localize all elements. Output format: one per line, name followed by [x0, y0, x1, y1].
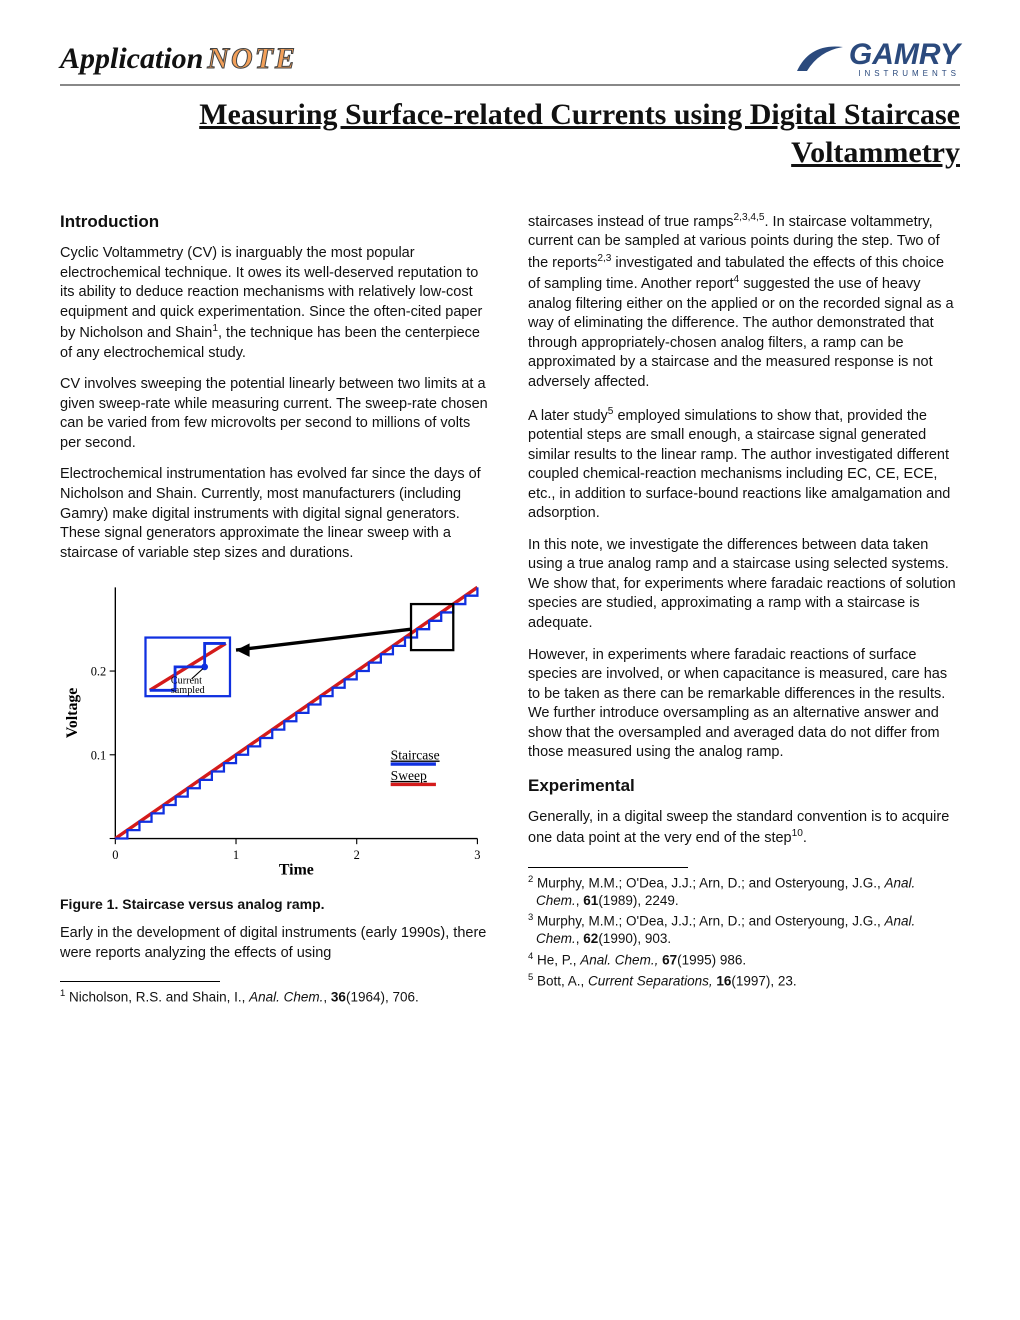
- footnote-rule-left: [60, 981, 220, 982]
- fn-ref-23: 2,3: [597, 253, 611, 264]
- svg-text:sampled: sampled: [171, 685, 205, 696]
- figure-1-chart: 01230.10.2TimeVoltageCurrentsampledSweep…: [61, 576, 491, 882]
- svg-text:1: 1: [233, 848, 239, 862]
- footnote-2: 2 Murphy, M.M.; O'Dea, J.J.; Arn, D.; an…: [528, 874, 960, 910]
- gamry-logo: GAMRY INSTRUMENTS: [795, 40, 960, 78]
- header: Application NOTE GAMRY INSTRUMENTS: [60, 40, 960, 86]
- footnote-4: 4 He, P., Anal. Chem., 67(1995) 986.: [528, 951, 960, 969]
- fn-ref-2345: 2,3,4,5: [734, 212, 765, 223]
- footnote-3: 3 Murphy, M.M.; O'Dea, J.J.; Arn, D.; an…: [528, 912, 960, 948]
- intro-heading: Introduction: [60, 211, 492, 234]
- right-column: staircases instead of true ramps2,3,4,5.…: [528, 211, 960, 1009]
- svg-text:Staircase: Staircase: [391, 748, 440, 763]
- footnote-5: 5 Bott, A., Current Separations, 16(1997…: [528, 972, 960, 990]
- col2-p3: In this note, we investigate the differe…: [528, 536, 960, 634]
- appnote-logo: Application NOTE: [60, 42, 297, 76]
- svg-text:0.2: 0.2: [91, 665, 107, 679]
- page-title: Measuring Surface-related Currents using…: [60, 96, 960, 171]
- exp-p1: Generally, in a digital sweep the standa…: [528, 808, 960, 849]
- intro-p4: Early in the development of digital inst…: [60, 924, 492, 963]
- intro-p3: Electrochemical instrumentation has evol…: [60, 465, 492, 563]
- footnote-1: 1 Nicholson, R.S. and Shain, I., Anal. C…: [60, 988, 492, 1006]
- gamry-swoosh-icon: [795, 41, 845, 77]
- svg-text:0: 0: [112, 848, 118, 862]
- col2-p1: staircases instead of true ramps2,3,4,5.…: [528, 211, 960, 393]
- svg-text:Sweep: Sweep: [391, 768, 427, 783]
- svg-text:3: 3: [474, 848, 480, 862]
- col2-p4: However, in experiments where faradaic r…: [528, 646, 960, 763]
- fn-ref-10: 10: [792, 828, 803, 839]
- figure-1: 01230.10.2TimeVoltageCurrentsampledSweep…: [60, 575, 492, 889]
- figure-1-caption: Figure 1. Staircase versus analog ramp.: [60, 895, 492, 914]
- left-column: Introduction Cyclic Voltammetry (CV) is …: [60, 211, 492, 1009]
- col2-p2: A later study5 employed simulations to s…: [528, 405, 960, 524]
- footnote-rule-right: [528, 867, 688, 868]
- gamry-sub: INSTRUMENTS: [849, 70, 960, 78]
- svg-text:Voltage: Voltage: [64, 688, 81, 738]
- experimental-heading: Experimental: [528, 775, 960, 798]
- intro-p1: Cyclic Voltammetry (CV) is inarguably th…: [60, 244, 492, 363]
- gamry-name: GAMRY: [849, 40, 960, 70]
- svg-text:0.1: 0.1: [91, 749, 107, 763]
- appnote-note-text: NOTE: [207, 42, 297, 76]
- intro-p2: CV involves sweeping the potential linea…: [60, 375, 492, 453]
- appnote-app-text: Application: [60, 42, 203, 76]
- svg-text:2: 2: [354, 848, 360, 862]
- svg-text:Time: Time: [279, 862, 314, 879]
- body-columns: Introduction Cyclic Voltammetry (CV) is …: [60, 211, 960, 1009]
